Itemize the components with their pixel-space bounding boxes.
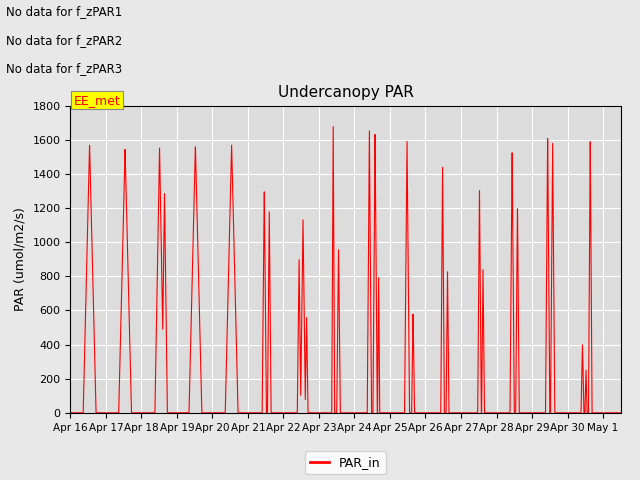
Legend: PAR_in: PAR_in <box>305 451 386 474</box>
Text: No data for f_zPAR3: No data for f_zPAR3 <box>6 62 122 75</box>
Text: No data for f_zPAR2: No data for f_zPAR2 <box>6 34 123 47</box>
Text: No data for f_zPAR1: No data for f_zPAR1 <box>6 5 123 18</box>
Text: EE_met: EE_met <box>74 94 120 107</box>
Y-axis label: PAR (umol/m2/s): PAR (umol/m2/s) <box>14 207 27 311</box>
Title: Undercanopy PAR: Undercanopy PAR <box>278 85 413 100</box>
